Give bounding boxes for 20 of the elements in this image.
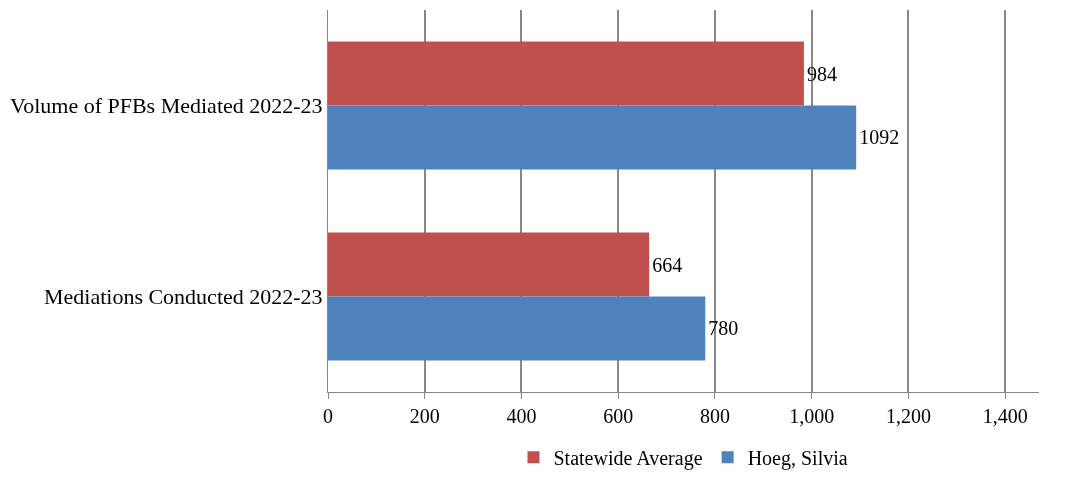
y-tick-label: Volume of PFBs Mediated 2022-23 — [10, 93, 323, 119]
legend-label: Hoeg, Silvia — [747, 447, 848, 471]
x-tick-label: 400 — [506, 405, 537, 427]
data-label: 1092 — [859, 126, 900, 149]
x-tick-label: 0 — [323, 405, 333, 427]
x-tick-label: 600 — [603, 405, 634, 427]
data-label: 664 — [652, 253, 683, 276]
bar — [328, 105, 857, 170]
y-tick-label: Mediations Conducted 2022-23 — [43, 284, 323, 310]
x-tick-label: 1,200 — [885, 405, 931, 427]
bar — [328, 296, 706, 361]
data-label: 780 — [708, 317, 739, 340]
x-tick-label: 800 — [699, 405, 730, 427]
data-label: 984 — [806, 62, 837, 85]
bar — [328, 41, 804, 106]
legend-label: Statewide Average — [553, 447, 703, 471]
x-tick-label: 200 — [409, 405, 440, 427]
x-tick-label: 1,000 — [789, 405, 835, 427]
bar — [328, 232, 650, 297]
x-tick-label: 1,400 — [982, 405, 1028, 427]
